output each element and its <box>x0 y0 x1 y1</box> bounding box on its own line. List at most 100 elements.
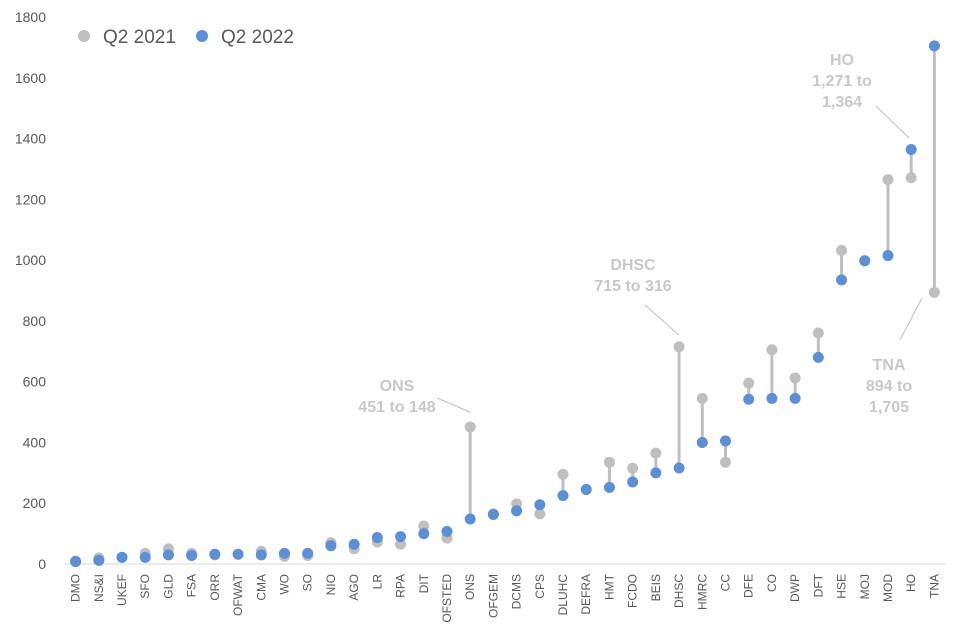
x-tick-label-ofsted: OFSTED <box>440 574 454 623</box>
point-q2-2022-so <box>302 547 314 559</box>
x-tick-label-rpa: RPA <box>394 574 408 598</box>
annotation-tna: TNA <box>873 357 906 374</box>
legend-marker-q2-2021 <box>78 30 90 42</box>
annotation-dhsc: 715 to 316 <box>594 278 671 295</box>
x-tick-label-hmt: HMT <box>602 573 616 600</box>
point-q2-2021-beis <box>650 447 662 459</box>
point-q2-2022-co <box>766 392 778 404</box>
x-tick-label-dfe: DFE <box>742 574 756 598</box>
x-tick-label-ofwat: OFWAT <box>231 573 245 616</box>
point-q2-2022-rpa <box>395 531 407 543</box>
y-tick-label: 1000 <box>15 252 46 268</box>
point-q2-2022-hmt <box>603 481 615 493</box>
point-q2-2022-ofwat <box>232 548 244 560</box>
annotation-ons: 451 to 148 <box>358 399 435 416</box>
annotation-ho: 1,271 to <box>812 73 872 90</box>
point-q2-2021-dft <box>812 327 824 339</box>
point-q2-2022-beis <box>650 467 662 479</box>
point-q2-2022-dluhc <box>557 490 569 502</box>
x-tick-label-so: SO <box>301 574 315 591</box>
point-q2-2022-defra <box>580 484 592 496</box>
y-tick-label: 0 <box>38 556 46 572</box>
y-axis: 0 200 400 600 800 1000 1200 1400 1600 1800 <box>15 9 46 572</box>
x-tick-label-cma: CMA <box>254 574 268 601</box>
legend: Q2 2021 Q2 2022 <box>78 27 294 48</box>
point-q2-2022-dfe <box>743 393 755 405</box>
point-q2-2022-dit <box>418 528 430 540</box>
point-q2-2022-gld <box>162 549 174 561</box>
x-tick-label-ukef: UKEF <box>115 574 129 606</box>
annotation-ho: HO <box>830 52 854 69</box>
point-q2-2021-dit <box>418 520 430 532</box>
annotation-dhsc: DHSC <box>610 257 656 274</box>
point-q2-2022-nsandi <box>93 554 105 566</box>
point-q2-2022-moj <box>859 255 871 267</box>
x-tick-label-dft: DFT <box>811 573 825 597</box>
annotation-tna: 894 to <box>866 378 912 395</box>
point-q2-2022-dcms <box>511 505 523 517</box>
x-tick-label-dwp: DWP <box>788 574 802 602</box>
point-q2-2021-dhsc <box>673 341 685 353</box>
annotation-leader-dhsc <box>644 304 680 336</box>
point-q2-2022-sfo <box>139 551 151 563</box>
x-tick-label-orr: ORR <box>208 574 222 601</box>
point-q2-2022-dmo <box>70 556 82 568</box>
y-tick-label: 1200 <box>15 191 46 207</box>
point-q2-2022-tna <box>928 40 940 52</box>
x-tick-label-mod: MOD <box>881 574 895 602</box>
point-q2-2021-mod <box>882 174 894 186</box>
point-q2-2021-ons <box>464 421 476 433</box>
y-tick-label: 1400 <box>15 131 46 147</box>
annotation-ons: ONS <box>380 378 415 395</box>
point-q2-2021-cc <box>720 456 731 468</box>
point-q2-2022-cps <box>534 499 546 511</box>
point-q2-2022-wo <box>279 547 290 559</box>
point-q2-2022-hmrc <box>696 436 708 448</box>
point-q2-2021-dluhc <box>557 468 569 480</box>
series-q2-2022 <box>70 40 940 568</box>
x-axis: DMO NS&I UKEF SFO GLD FSA ORR OFWAT CMA WO SO NIO AG… <box>69 573 942 622</box>
point-q2-2021-co <box>766 344 778 356</box>
point-q2-2022-dwp <box>789 392 801 404</box>
x-tick-label-tna: TNA <box>927 574 941 598</box>
x-tick-label-cc: CC <box>719 574 733 592</box>
point-q2-2021-hmt <box>603 456 615 468</box>
point-q2-2021-dwp <box>789 372 801 384</box>
point-q2-2022-orr <box>209 548 221 560</box>
point-q2-2021-dfe <box>743 377 755 389</box>
series-q2-2021 <box>70 172 940 567</box>
point-q2-2022-hse <box>836 274 848 286</box>
y-tick-label: 800 <box>23 313 47 329</box>
x-tick-label-fcdo: FCDO <box>626 574 640 608</box>
y-tick-label: 1800 <box>15 9 46 25</box>
point-q2-2022-ho <box>905 143 917 155</box>
annotation-tna: 1,705 <box>869 399 909 416</box>
y-tick-label: 200 <box>23 495 47 511</box>
y-tick-label: 1600 <box>15 70 46 86</box>
connectors <box>74 45 936 562</box>
point-q2-2022-dhsc <box>673 462 685 474</box>
x-tick-label-sfo: SFO <box>138 574 152 599</box>
x-tick-label-moj: MOJ <box>858 574 872 599</box>
point-q2-2021-fcdo <box>627 462 639 474</box>
x-tick-label-nsandi: NS&I <box>92 574 106 602</box>
point-q2-2021-hse <box>836 244 848 256</box>
point-q2-2022-ago <box>348 538 360 550</box>
annotations: ONS 451 to 148 DHSC 715 to 316 HO 1,271 to 1,3… <box>358 52 923 416</box>
x-tick-label-cps: CPS <box>533 574 547 599</box>
point-q2-2021-rpa <box>395 538 407 550</box>
point-q2-2021-ho <box>905 172 917 184</box>
point-q2-2021-cps <box>534 508 546 520</box>
point-q2-2021-tna <box>928 286 940 298</box>
point-q2-2022-mod <box>882 250 894 262</box>
x-tick-label-ho: HO <box>904 574 918 592</box>
y-tick-label: 400 <box>23 434 47 450</box>
annotation-leader-ho <box>875 105 910 139</box>
x-tick-label-hmrc: HMRC <box>695 574 709 610</box>
x-tick-label-gld: GLD <box>161 574 175 599</box>
x-tick-label-dluhc: DLUHC <box>556 574 570 616</box>
point-q2-2022-lr <box>371 532 383 544</box>
legend-marker-q2-2022 <box>196 30 208 42</box>
x-tick-label-ofgem: OFGEM <box>486 574 500 618</box>
